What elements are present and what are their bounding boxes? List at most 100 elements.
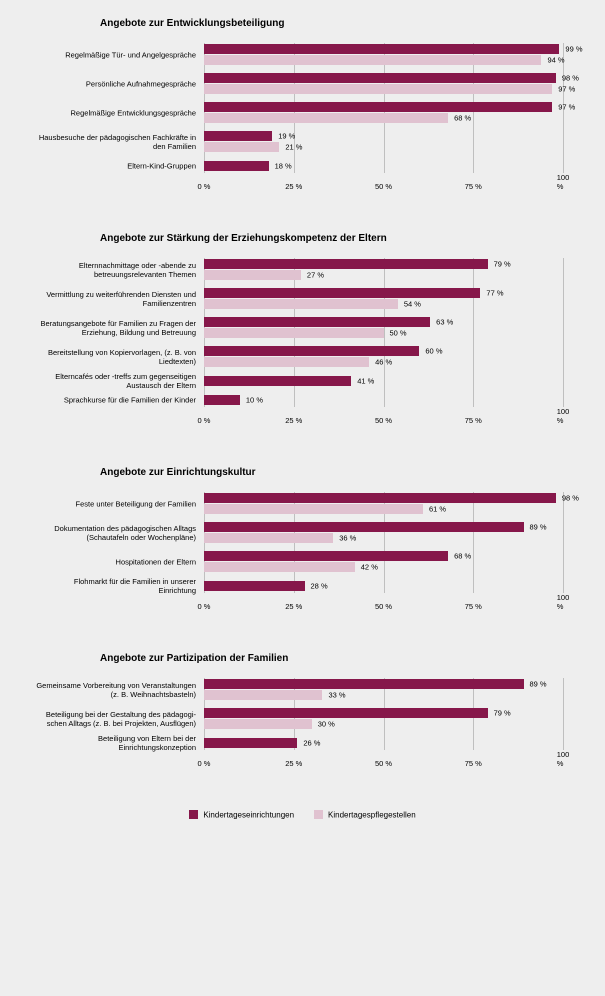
- bar-series1: 89 %: [204, 679, 524, 689]
- bar-series1: 18 %: [204, 161, 269, 171]
- chart-row: Gemeinsame Vorbereitung von Veranstaltun…: [204, 678, 563, 702]
- rows: Gemeinsame Vorbereitung von Veranstaltun…: [204, 678, 563, 768]
- chart-section: Angebote zur Stärkung der Erziehungskomp…: [28, 233, 577, 425]
- bar-value-label: 19 %: [272, 132, 295, 141]
- bar-value-label: 33 %: [322, 691, 345, 700]
- bar-series1: 26 %: [204, 738, 297, 748]
- bar-value-label: 99 %: [559, 45, 582, 54]
- bar-value-label: 77 %: [480, 289, 503, 298]
- charts-page: Angebote zur Entwicklungsbeteiligung 0 %2…: [0, 0, 605, 837]
- bar-pair: 89 %36 %: [204, 521, 563, 545]
- bar-series1: 98 %: [204, 73, 556, 83]
- bar-pair: 97 %68 %: [204, 101, 563, 125]
- bar-series2: 68 %: [204, 113, 448, 123]
- bar-value-label: 79 %: [488, 709, 511, 718]
- bar-pair: 98 %97 %: [204, 72, 563, 96]
- category-label: Beratungsangebote für Familien zu Fragen…: [36, 319, 204, 337]
- bar-series1: 89 %: [204, 522, 524, 532]
- bar-series1: 98 %: [204, 493, 556, 503]
- chart-row: Persönliche Aufnahmegespräche98 %97 %: [204, 72, 563, 96]
- bar-value-label: 27 %: [301, 271, 324, 280]
- bar-pair: 68 %42 %: [204, 550, 563, 574]
- bar-value-label: 28 %: [305, 582, 328, 591]
- section-title: Angebote zur Entwicklungsbeteiligung: [28, 18, 577, 29]
- bar-series2: 21 %: [204, 142, 279, 152]
- rows: Feste unter Beteiligung der Familien98 %…: [204, 492, 563, 611]
- bar-pair: 19 %21 %: [204, 130, 563, 154]
- rows: Elternnachmittage oder -abende zu betreu…: [204, 258, 563, 425]
- category-label: Gemeinsame Vorbereitung von Veranstaltun…: [36, 681, 204, 699]
- legend-item-series1: Kindertageseinrichtungen: [189, 810, 294, 819]
- category-label: Beteiligung bei der Gestaltung des pädag…: [36, 710, 204, 728]
- bar-chart: 0 %25 %50 %75 %100 %Regelmäßige Tür- und…: [28, 43, 577, 191]
- chart-section: Angebote zur Entwicklungsbeteiligung 0 %2…: [28, 18, 577, 191]
- bar-series1: 10 %: [204, 395, 240, 405]
- bar-series1: 68 %: [204, 551, 448, 561]
- chart-row: Hausbesuche der pädagogischen Fachkräfte…: [204, 130, 563, 154]
- bar-series1: 28 %: [204, 581, 305, 591]
- bar-pair: 10 %: [204, 393, 563, 407]
- chart-row: Beteiligung von Eltern bei der Einrichtu…: [204, 736, 563, 750]
- bar-series2: 33 %: [204, 690, 322, 700]
- chart-section: Angebote zur Partizipation der Familien0…: [28, 653, 577, 768]
- bar-series2: 42 %: [204, 562, 355, 572]
- bar-pair: 41 %: [204, 374, 563, 388]
- chart-row: Vermittlung zu weiterführenden Diensten …: [204, 287, 563, 311]
- bar-series2: 27 %: [204, 270, 301, 280]
- category-label: Regelmäßige Tür- und Angelgespräche: [36, 50, 204, 59]
- bar-value-label: 50 %: [384, 329, 407, 338]
- bar-series1: 19 %: [204, 131, 272, 141]
- chart-row: Beteiligung bei der Gestaltung des pädag…: [204, 707, 563, 731]
- chart-row: Elterncafés oder -treffs zum gegenseitig…: [204, 374, 563, 388]
- bar-series2: 54 %: [204, 299, 398, 309]
- category-label: Elternnachmittage oder -abende zu betreu…: [36, 261, 204, 279]
- bar-pair: 79 %30 %: [204, 707, 563, 731]
- bar-pair: 79 %27 %: [204, 258, 563, 282]
- category-label: Sprachkurse für die Familien der Kinder: [36, 395, 204, 404]
- legend: Kindertageseinrichtungen Kindertagespfleg…: [28, 810, 577, 819]
- bar-value-label: 97 %: [552, 85, 575, 94]
- bar-series1: 77 %: [204, 288, 480, 298]
- category-label: Persönliche Aufnahmegespräche: [36, 79, 204, 88]
- bar-series1: 99 %: [204, 44, 559, 54]
- chart-row: Dokumentation des pädagogischen Alltags …: [204, 521, 563, 545]
- bar-series1: 97 %: [204, 102, 552, 112]
- bar-value-label: 54 %: [398, 300, 421, 309]
- rows: Regelmäßige Tür- und Angelgespräche99 %9…: [204, 43, 563, 191]
- category-label: Beteiligung von Eltern bei der Einrichtu…: [36, 734, 204, 752]
- bar-value-label: 89 %: [524, 680, 547, 689]
- chart-row: Hospitationen der Eltern68 %42 %: [204, 550, 563, 574]
- bar-pair: 60 %46 %: [204, 345, 563, 369]
- legend-swatch: [189, 810, 198, 819]
- bar-value-label: 79 %: [488, 260, 511, 269]
- category-label: Eltern-Kind-Gruppen: [36, 161, 204, 170]
- bar-value-label: 68 %: [448, 552, 471, 561]
- category-label: Feste unter Beteiligung der Familien: [36, 499, 204, 508]
- section-title: Angebote zur Einrichtungskultur: [28, 467, 577, 478]
- chart-row: Sprachkurse für die Familien der Kinder1…: [204, 393, 563, 407]
- chart-section: Angebote zur Einrichtungskultur0 %25 %50…: [28, 467, 577, 611]
- bar-value-label: 26 %: [297, 739, 320, 748]
- bar-series1: 41 %: [204, 376, 351, 386]
- legend-label: Kindertageseinrichtungen: [203, 810, 294, 819]
- category-label: Dokumentation des pädagogischen Alltags …: [36, 524, 204, 542]
- category-label: Elterncafés oder -treffs zum gegenseitig…: [36, 372, 204, 390]
- bar-value-label: 36 %: [333, 534, 356, 543]
- plot-area: 0 %25 %50 %75 %100 %Gemeinsame Vorbereit…: [204, 678, 563, 768]
- bar-pair: 28 %: [204, 579, 563, 593]
- bar-value-label: 18 %: [269, 162, 292, 171]
- bar-series1: 79 %: [204, 259, 488, 269]
- category-label: Vermittlung zu weiterführenden Diensten …: [36, 290, 204, 308]
- chart-row: Bereitstellung von Kopiervorlagen, (z. B…: [204, 345, 563, 369]
- gridline: [563, 492, 564, 593]
- bar-value-label: 41 %: [351, 377, 374, 386]
- bar-series2: 94 %: [204, 55, 541, 65]
- bar-series2: 50 %: [204, 328, 384, 338]
- bar-value-label: 97 %: [552, 103, 575, 112]
- bar-value-label: 60 %: [419, 347, 442, 356]
- chart-row: Elternnachmittage oder -abende zu betreu…: [204, 258, 563, 282]
- chart-row: Beratungsangebote für Familien zu Fragen…: [204, 316, 563, 340]
- bar-chart: 0 %25 %50 %75 %100 %Gemeinsame Vorbereit…: [28, 678, 577, 768]
- bar-series2: 36 %: [204, 533, 333, 543]
- legend-label: Kindertagespflegestellen: [328, 810, 416, 819]
